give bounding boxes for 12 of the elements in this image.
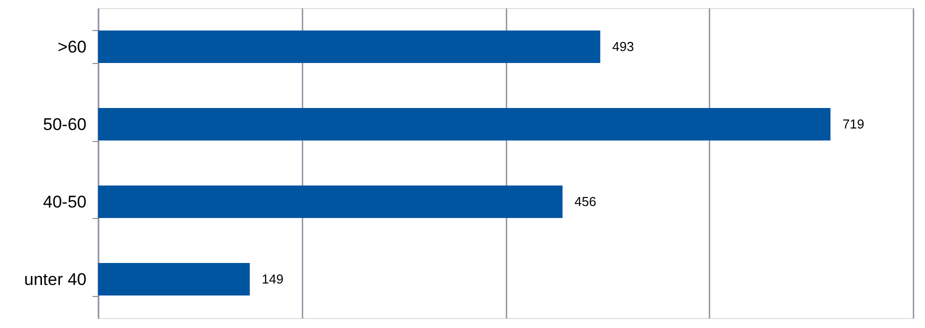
y-tick-label: 50-60 (43, 114, 86, 134)
y-tick-label: 40-50 (43, 192, 86, 212)
bar (98, 185, 563, 218)
y-tick-label: unter 40 (24, 270, 86, 289)
data-label: 456 (574, 194, 596, 209)
data-label: 493 (612, 38, 634, 54)
y-tick-label: >60 (58, 37, 86, 56)
data-label: 149 (262, 271, 284, 286)
bar (98, 108, 830, 141)
bar (98, 262, 250, 296)
bar (98, 30, 600, 64)
data-label: 719 (842, 116, 864, 132)
